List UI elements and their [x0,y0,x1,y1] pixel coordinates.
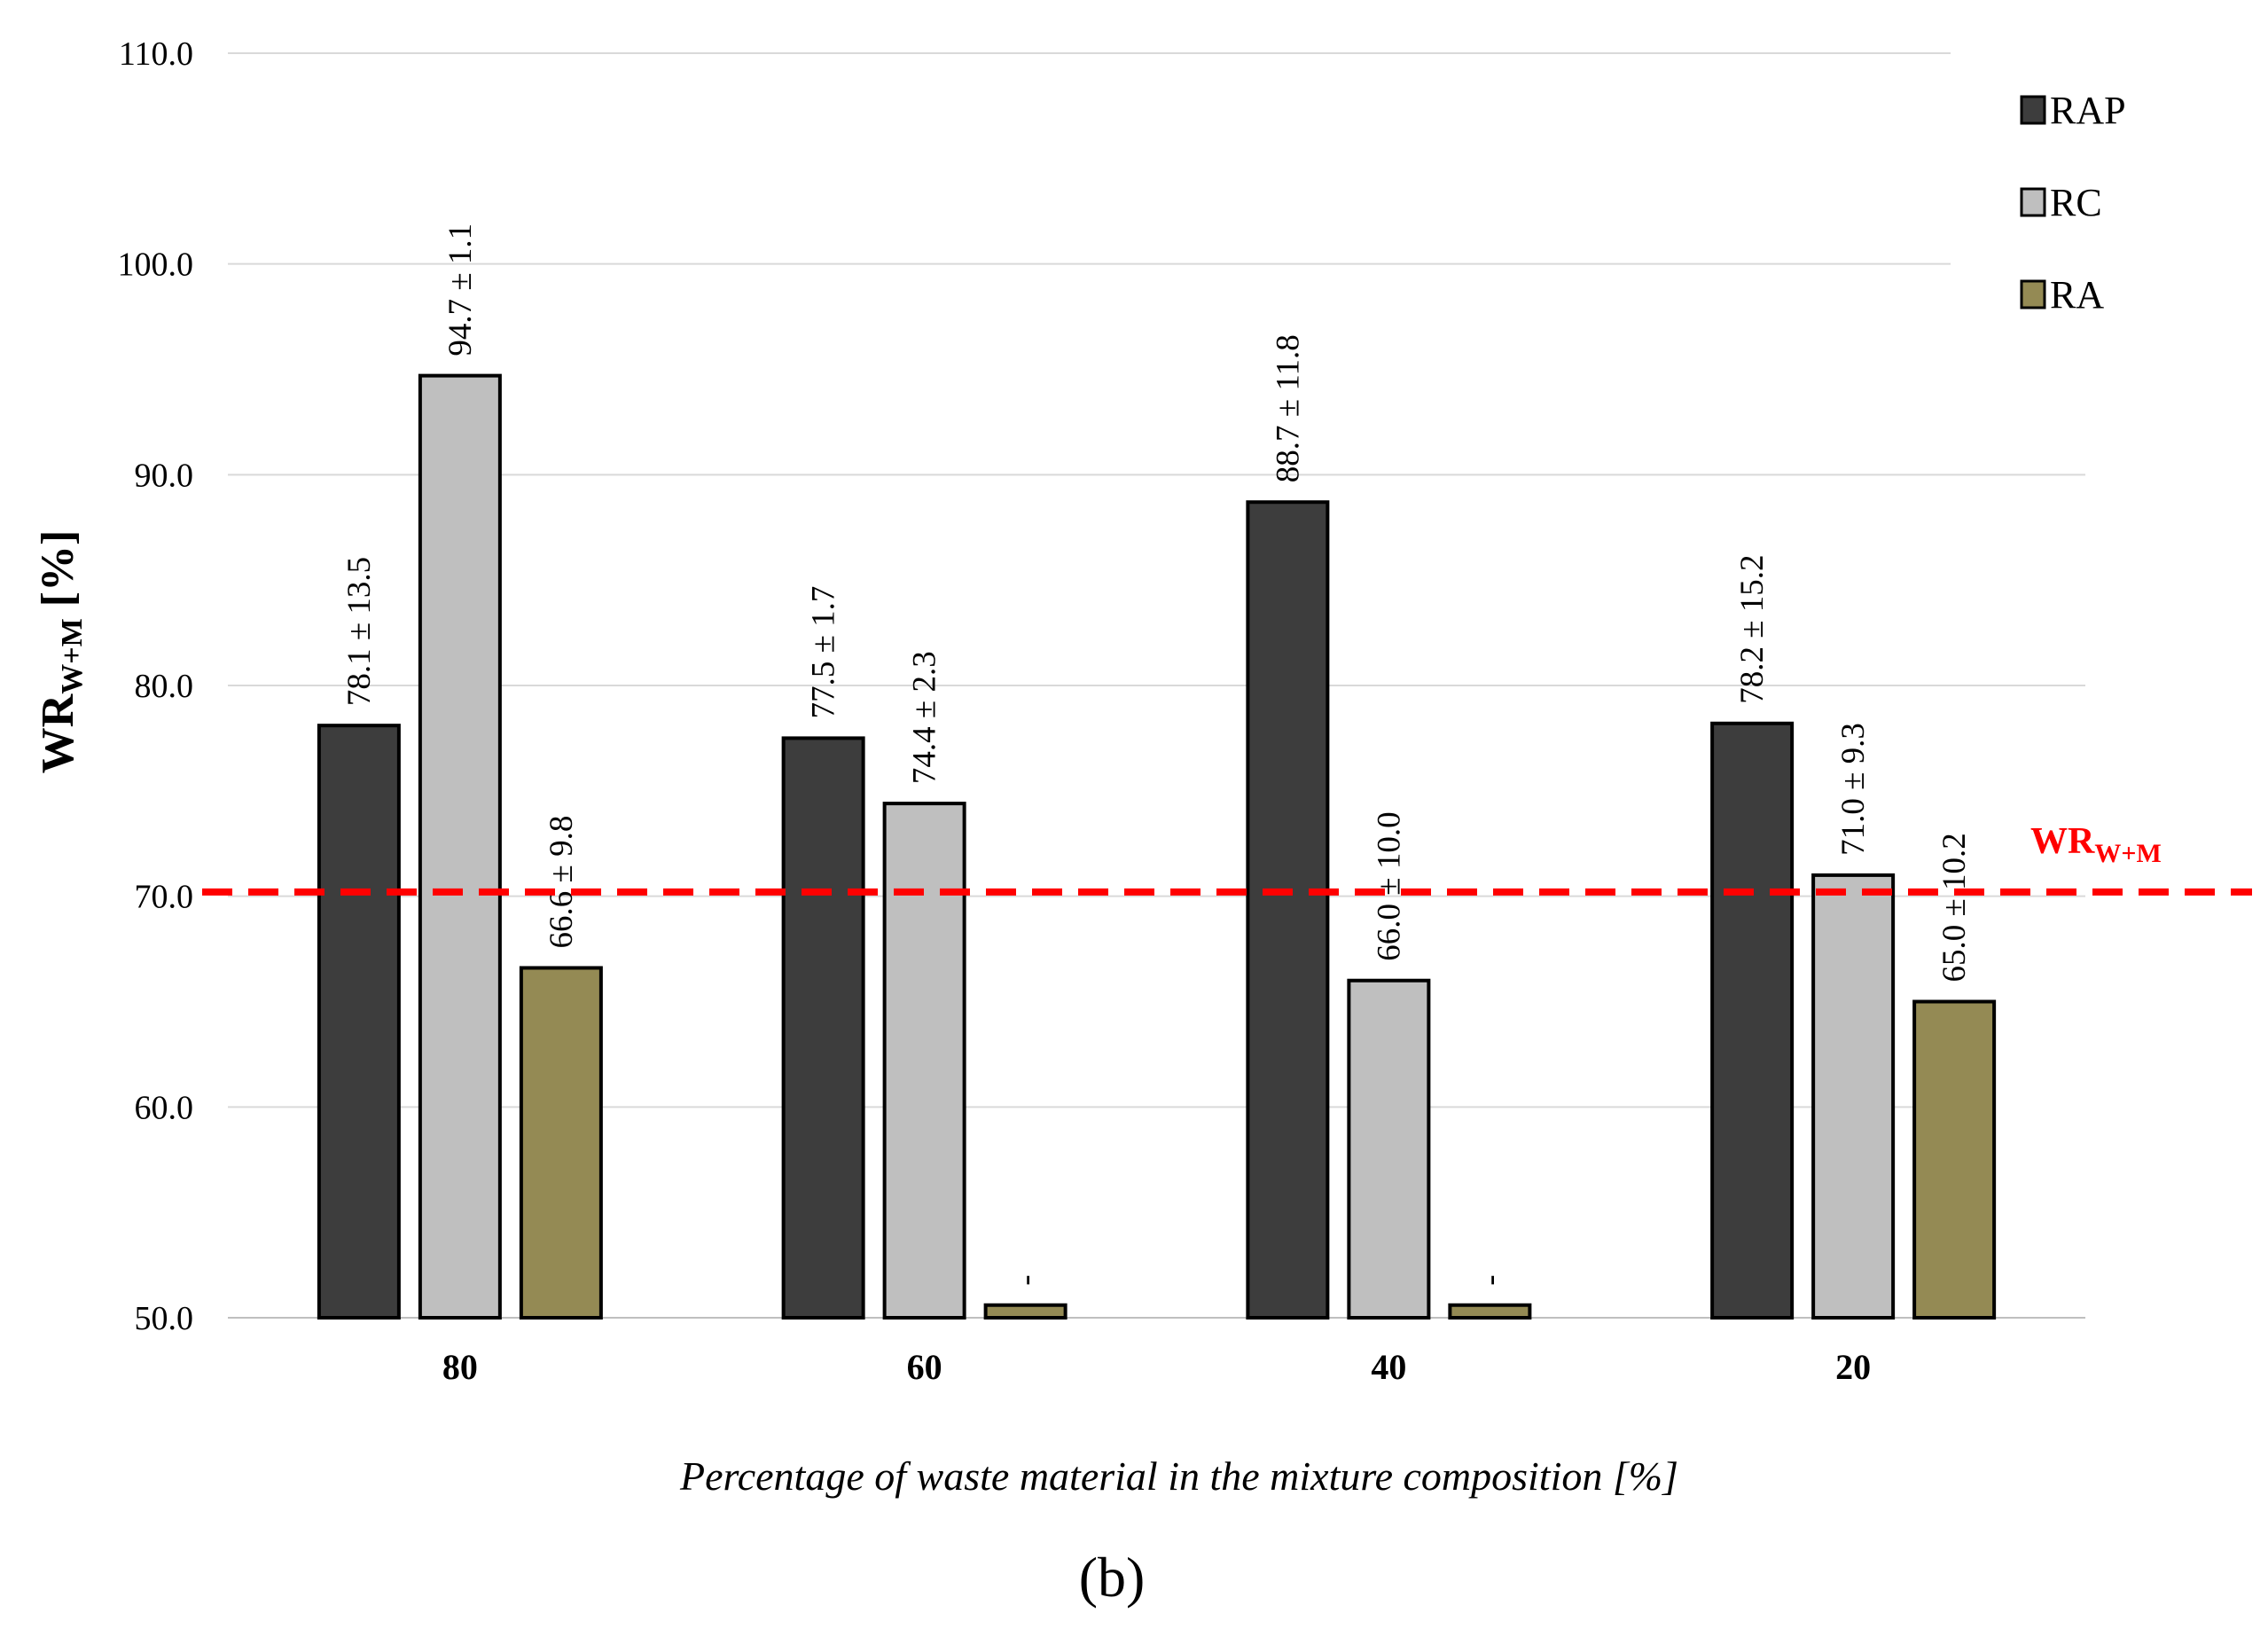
y-tick-label: 90.0 [135,457,194,494]
data-label: 66.0 ± 10.0 [1371,811,1407,960]
panel-label: (b) [1079,1546,1146,1609]
reference-label-main: WR [2030,821,2095,862]
bar-ra [1448,1303,1532,1320]
bar-rap [781,736,865,1320]
y-axis-label-sub: W+M [56,618,89,693]
gridlines [228,52,2085,1108]
legend-swatch-rc [2020,187,2046,217]
x-tick-label: 20 [1835,1347,1871,1387]
y-tick-label: 80.0 [135,668,194,705]
bar-rc [418,373,502,1320]
x-axis-ticks: 80 60 40 20 [442,1347,1871,1387]
data-label: 78.1 ± 13.5 [341,557,378,706]
y-axis-label-main: WR [33,693,83,773]
y-tick-label: 50.0 [135,1300,194,1337]
legend-label-rap: RAP [2050,89,2126,132]
y-tick-label: 70.0 [135,879,194,916]
bar-ra [519,966,603,1320]
legend: RAP RC RA [2020,89,2126,317]
reference-line-group: WRW+M [202,821,2252,896]
reference-label-sub: W+M [2094,839,2161,868]
y-axis-label-suffix: [%] [33,530,83,619]
x-tick-label: 40 [1371,1347,1406,1387]
data-label: 66.6 ± 9.8 [544,816,580,949]
data-label: - [1472,1274,1508,1285]
legend-label-rc: RC [2050,181,2102,224]
data-label: 65.0 ± 10.2 [1936,833,1973,982]
data-label: 71.0 ± 9.3 [1835,723,1872,856]
legend-swatch-rap [2020,95,2046,125]
y-tick-label: 60.0 [135,1089,194,1126]
legend-label-ra: RA [2050,273,2104,317]
bar-rap [1710,721,1795,1320]
data-label: 77.5 ± 1.7 [806,586,842,719]
y-tick-label: 100.0 [118,247,194,284]
bar-rc [882,802,966,1320]
data-label: 88.7 ± 11.8 [1270,334,1306,482]
data-labels: 78.1 ± 13.5 94.7 ± 1.1 66.6 ± 9.8 77.5 ± 1.… [341,223,1973,1286]
x-tick-label: 80 [442,1347,478,1387]
y-axis-ticks: 50.0 60.0 70.0 80.0 90.0 100.0 110.0 [118,35,194,1337]
bar-rc [1811,873,1896,1320]
x-tick-label: 60 [907,1347,942,1387]
reference-line-label: WRW+M [2030,821,2162,868]
bar-ra [1912,999,1997,1320]
bar-rc [1347,978,1431,1320]
y-axis-label: WRW+M [%] [33,530,89,774]
y-tick-label: 110.0 [119,35,193,73]
bar-ra [983,1303,1068,1320]
legend-swatch-ra [2020,279,2046,309]
bar-rap [1246,500,1330,1320]
data-label: 94.7 ± 1.1 [442,223,479,356]
bar-rap [317,724,401,1320]
x-axis-label: Percentage of waste material in the mixt… [679,1453,1678,1499]
data-label: 74.4 ± 2.3 [907,651,943,784]
data-label: - [1008,1274,1044,1285]
data-label: 78.2 ± 15.2 [1734,554,1771,703]
